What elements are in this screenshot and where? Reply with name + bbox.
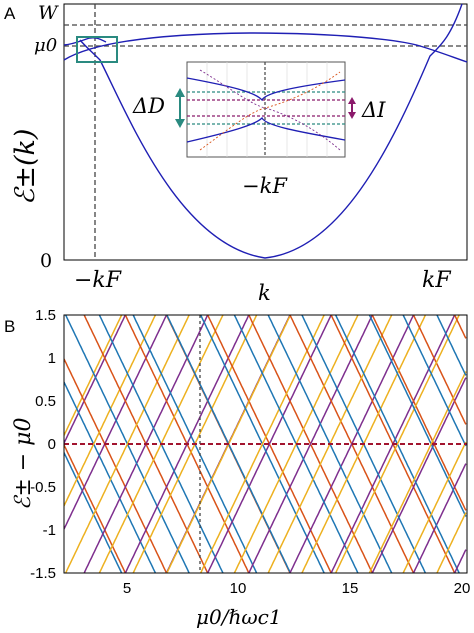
level-curve-7 bbox=[64, 315, 157, 507]
level-curve-10 bbox=[64, 315, 190, 573]
inset-upper-band bbox=[186, 77, 346, 102]
ytick-b-2: 0.5 bbox=[35, 393, 56, 410]
level-curve-4 bbox=[64, 358, 168, 573]
level-curve-12 bbox=[124, 315, 250, 573]
level-curve-5 bbox=[64, 315, 168, 530]
level-curve-25 bbox=[247, 315, 374, 573]
ytick-mu0: μ0 bbox=[34, 35, 57, 56]
zoom-box bbox=[76, 36, 118, 63]
panel-b-ylabel: ℰ± − μ0 bbox=[11, 418, 36, 510]
ytick-b-3: 0 bbox=[48, 436, 56, 453]
panel-a-label: A bbox=[4, 4, 16, 23]
inset-frame bbox=[186, 61, 346, 158]
level-curve-21 bbox=[206, 315, 333, 573]
ytick-zero: 0 bbox=[40, 250, 52, 272]
lower-band-curve bbox=[79, 3, 463, 259]
delta-d-label: ΔD bbox=[132, 94, 165, 118]
level-curve-42 bbox=[334, 315, 461, 573]
panel-a-ylabel: ℰ±(k) bbox=[10, 129, 41, 205]
xtick-b-2: 15 bbox=[342, 580, 359, 597]
panel-b-xlabel: μ0/ℏωc1 bbox=[196, 605, 282, 629]
delta-i-label: ΔI bbox=[361, 98, 386, 122]
level-curve-15 bbox=[98, 315, 224, 573]
ytick-b-6: -1.5 bbox=[30, 565, 56, 582]
level-curve-11 bbox=[64, 315, 190, 573]
inset-crossing-1 bbox=[199, 71, 341, 151]
level-curve-46 bbox=[368, 315, 467, 517]
level-curve-30 bbox=[233, 315, 359, 573]
level-curve-38 bbox=[301, 315, 427, 573]
level-curve-9 bbox=[83, 315, 209, 573]
level-curve-47 bbox=[368, 371, 467, 573]
inset-xlabel: −kF bbox=[242, 174, 288, 198]
xtick-kf: kF bbox=[422, 268, 451, 293]
upper-band-curve bbox=[63, 32, 468, 63]
panel-b-label: B bbox=[4, 317, 15, 336]
level-curve-14 bbox=[98, 315, 224, 573]
panel-b-curves bbox=[64, 315, 467, 573]
ytick-b-5: -1 bbox=[43, 522, 56, 539]
xtick-b-0: 5 bbox=[123, 580, 131, 597]
level-curve-13 bbox=[124, 315, 250, 573]
inset-lower-band bbox=[186, 116, 346, 143]
level-curve-27 bbox=[199, 315, 326, 573]
level-curve-22 bbox=[166, 315, 292, 573]
panel-b-frame bbox=[63, 314, 468, 574]
level-curve-6 bbox=[64, 381, 157, 573]
ytick-b-0: 1.5 bbox=[35, 307, 56, 324]
xtick-minus-kf: −kF bbox=[74, 268, 122, 293]
level-curve-20 bbox=[206, 315, 333, 573]
level-curve-43 bbox=[334, 315, 461, 573]
level-curve-33 bbox=[330, 315, 456, 573]
panel-a-xlabel: k bbox=[258, 281, 271, 305]
level-curve-23 bbox=[166, 315, 292, 573]
level-curve-39 bbox=[301, 315, 427, 573]
level-curve-28 bbox=[289, 315, 415, 573]
level-curve-55 bbox=[436, 512, 467, 573]
level-curve-8 bbox=[83, 315, 209, 573]
panel-a-frame bbox=[63, 3, 468, 261]
inset bbox=[186, 61, 346, 158]
xtick-b-3: 20 bbox=[454, 580, 471, 597]
level-curve-31 bbox=[233, 315, 359, 573]
level-curve-32 bbox=[330, 315, 456, 573]
xtick-b-1: 10 bbox=[230, 580, 247, 597]
level-curve-29 bbox=[289, 315, 415, 573]
ytick-b-1: 1 bbox=[48, 350, 56, 367]
level-curve-26 bbox=[199, 315, 326, 573]
level-curve-24 bbox=[247, 315, 374, 573]
ytick-w: W bbox=[38, 2, 59, 24]
ytick-b-4: -0.5 bbox=[30, 479, 56, 496]
upper-left-curve bbox=[63, 37, 107, 46]
